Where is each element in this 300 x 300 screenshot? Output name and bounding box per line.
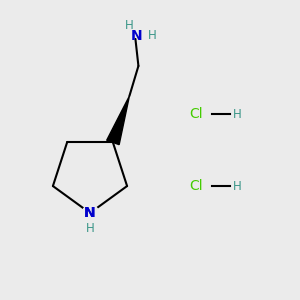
Text: H: H [85,222,94,235]
Text: H: H [148,29,156,42]
Text: N: N [84,206,96,220]
Text: H: H [232,107,241,121]
Polygon shape [107,96,129,145]
Text: Cl: Cl [189,179,202,193]
Text: N: N [84,206,96,220]
Text: N: N [131,29,143,43]
Text: Cl: Cl [189,107,202,121]
Text: H: H [232,179,241,193]
Text: H: H [125,19,134,32]
